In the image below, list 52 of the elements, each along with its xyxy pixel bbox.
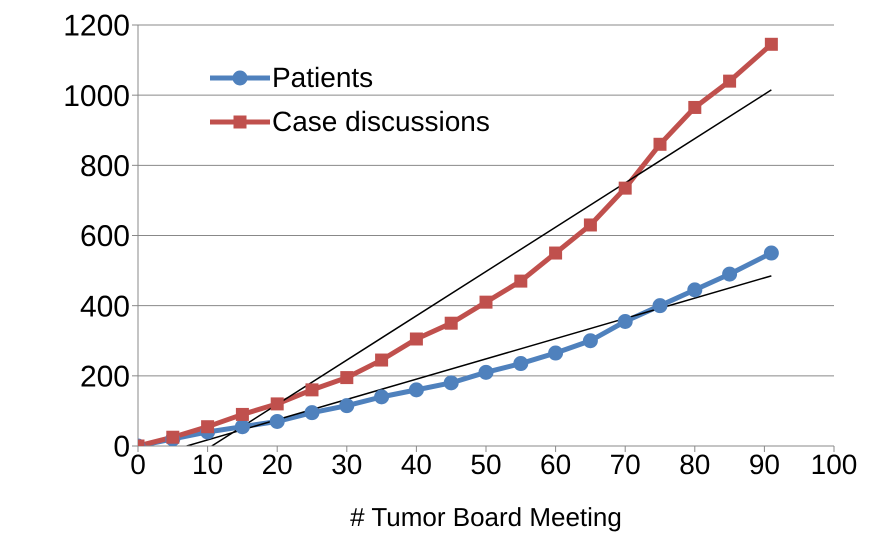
point [764,38,778,51]
point [687,282,702,298]
y-tick-label: 800 [80,150,130,183]
point [513,356,528,372]
point [340,371,354,384]
point [584,218,597,232]
legend-label: Case discussions [272,105,490,139]
y-tick-label: 1200 [63,10,130,43]
point [270,414,285,429]
point [652,298,668,314]
point [764,246,779,261]
x-tick-label: 50 [470,448,502,480]
point [236,408,249,421]
point [582,333,598,348]
point [618,314,633,329]
point [618,182,632,195]
point [375,354,388,367]
point [339,398,354,414]
x-tick-label: 20 [262,448,293,480]
x-tick-label: 100 [810,448,858,480]
x-tick-label: 60 [540,448,572,480]
x-axis-title: # Tumor Board Meeting [350,502,622,532]
point [444,316,458,330]
point [306,383,318,396]
point [480,296,492,309]
y-tick-label: 600 [80,220,130,254]
point [408,382,424,398]
point [201,420,214,434]
point [654,138,666,151]
point [548,346,564,361]
legend-label: Patients [272,61,374,95]
point [688,100,702,114]
point [270,397,284,410]
point [723,74,736,88]
point [410,332,423,346]
point [722,266,738,282]
x-tick-label: 90 [748,448,780,480]
point [549,246,562,260]
point [444,375,459,390]
x-tick-label: 30 [331,448,362,480]
point [234,419,250,434]
y-tick-label: 400 [80,290,130,324]
point [374,389,390,404]
y-tick-label: 1000 [63,80,130,113]
x-tick-label: 40 [400,448,432,480]
point [304,405,320,420]
x-tick-label: 70 [610,448,641,480]
point [514,274,528,288]
y-tick-label: 200 [80,360,130,394]
x-tick-label: 10 [192,448,224,480]
x-tick-label: 80 [679,448,710,480]
point [478,364,494,380]
